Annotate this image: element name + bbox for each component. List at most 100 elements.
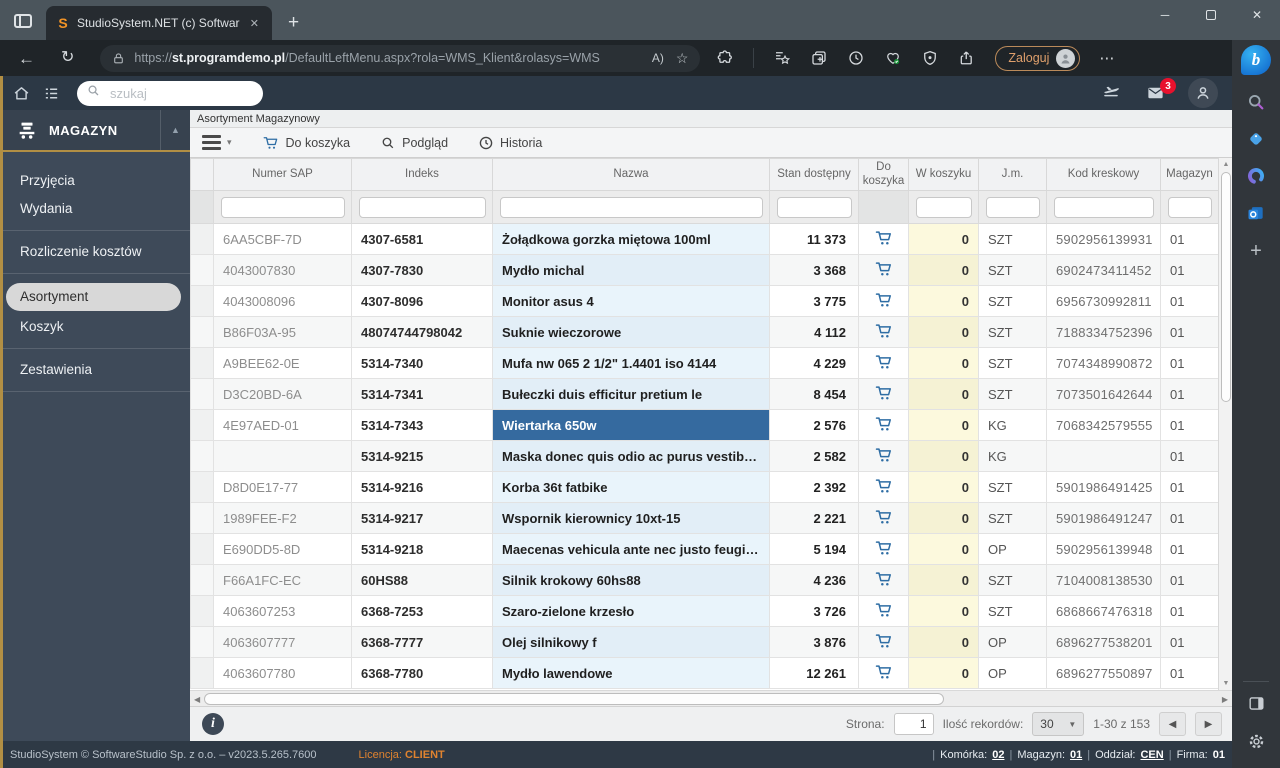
row-cart-icon[interactable] [874,259,894,279]
column-header-jm[interactable]: J.m. [979,159,1047,191]
sidebar-item-rozliczenie-koszt-w[interactable]: Rozliczenie kosztów [3,238,190,266]
row-cart-icon[interactable] [874,569,894,589]
table-row[interactable]: 5314-9215Maska donec quis odio ac purus … [191,441,1219,472]
row-cart-icon[interactable] [874,352,894,372]
table-row[interactable]: 40430080964307-8096Monitor asus 43 7750S… [191,286,1219,317]
scroll-left-icon[interactable]: ◀ [194,691,200,707]
filter-numer-sap-input[interactable] [221,197,345,218]
sidebar-add-icon[interactable]: + [1250,240,1262,263]
tab-close-icon[interactable]: ✕ [246,15,263,32]
sidebar-panel-icon[interactable] [1247,694,1266,718]
column-header-magazyn[interactable]: Magazyn [1161,159,1219,191]
table-row[interactable]: 40430078304307-7830Mydło michal3 3680SZT… [191,255,1219,286]
cell-do-koszyka[interactable] [859,379,909,410]
history-icon[interactable] [847,49,865,67]
add-to-cart-button[interactable]: Do koszyka [262,134,351,152]
horizontal-scrollbar[interactable]: ◀ ▶ [190,690,1232,706]
table-row[interactable]: F66A1FC-EC60HS88Silnik krokowy 60hs884 2… [191,565,1219,596]
row-cart-icon[interactable] [874,290,894,310]
collections-icon[interactable] [810,49,828,67]
filter-nazwa-input[interactable] [500,197,763,218]
menu-outline-icon[interactable] [43,85,60,102]
sidebar-item-asortyment[interactable]: Asortyment [6,283,181,311]
cell-w-koszyku[interactable]: 0 [909,596,979,627]
cell-w-koszyku[interactable]: 0 [909,224,979,255]
cell-nazwa[interactable]: Maska donec quis odio ac purus vestibulu… [493,441,770,472]
cell-w-koszyku[interactable]: 0 [909,317,979,348]
sidebar-search-icon[interactable] [1246,92,1266,112]
cell-value-link[interactable]: 02 [992,749,1004,761]
cell-nazwa[interactable]: Mydło michal [493,255,770,286]
cell-nazwa[interactable]: Mydło lawendowe [493,658,770,689]
table-row[interactable]: 1989FEE-F25314-9217Wspornik kierownicy 1… [191,503,1219,534]
sidebar-settings-gear-icon[interactable] [1247,732,1266,756]
new-tab-button[interactable]: + [288,13,299,32]
browser-tab[interactable]: S StudioSystem.NET (c) SoftwareSt ✕ [46,6,272,40]
outlook-icon[interactable] [1246,203,1266,223]
filter-jm-input[interactable] [986,197,1040,218]
refresh-button[interactable]: ↻ [61,50,74,66]
sidebar-item-zestawienia[interactable]: Zestawienia [3,356,190,384]
records-per-page-select[interactable]: 30 ▼ [1032,712,1084,736]
filter-kod-kreskowy-input[interactable] [1054,197,1154,218]
cell-nazwa[interactable]: Szaro-zielone krzesło [493,596,770,627]
cell-do-koszyka[interactable] [859,348,909,379]
column-header-do-koszyka[interactable]: Do koszyka [859,159,909,191]
shopping-icon[interactable] [1246,129,1266,149]
messages-envelope-icon[interactable]: 3 [1145,84,1166,102]
cell-nazwa[interactable]: Żołądkowa gorzka miętowa 100ml [493,224,770,255]
collapse-caret-icon[interactable]: ▲ [160,110,190,150]
row-cart-icon[interactable] [874,414,894,434]
bing-chat-icon[interactable]: b [1241,45,1271,75]
cell-w-koszyku[interactable]: 0 [909,627,979,658]
read-aloud-icon[interactable]: A) [652,51,664,65]
row-cart-icon[interactable] [874,476,894,496]
cell-w-koszyku[interactable]: 0 [909,565,979,596]
search-input[interactable] [108,85,238,102]
table-row[interactable]: 6AA5CBF-7D4307-6581Żołądkowa gorzka mięt… [191,224,1219,255]
row-cart-icon[interactable] [874,631,894,651]
cell-w-koszyku[interactable]: 0 [909,441,979,472]
row-cart-icon[interactable] [874,321,894,341]
cell-do-koszyka[interactable] [859,317,909,348]
cell-do-koszyka[interactable] [859,472,909,503]
login-button[interactable]: Zaloguj [995,46,1080,71]
cell-w-koszyku[interactable]: 0 [909,255,979,286]
filter-indeks-input[interactable] [359,197,486,218]
cell-do-koszyka[interactable] [859,658,909,689]
sidebar-item-koszyk[interactable]: Koszyk [3,313,190,341]
cell-do-koszyka[interactable] [859,565,909,596]
address-bar[interactable]: https://st.programdemo.pl/DefaultLeftMen… [100,45,700,72]
column-header-w-koszyku[interactable]: W koszyku [909,159,979,191]
scroll-up-icon[interactable]: ▲ [1219,161,1233,168]
shipping-plane-icon[interactable] [1099,82,1123,105]
cell-nazwa[interactable]: Maecenas vehicula ante nec justo feugiat… [493,534,770,565]
page-number-input[interactable] [894,713,934,735]
vertical-scrollbar[interactable]: ▲ ▼ [1218,158,1232,690]
close-button[interactable]: ✕ [1234,0,1280,30]
filter-stan-input[interactable] [777,197,852,218]
preview-button[interactable]: Podgląd [380,135,448,151]
table-row[interactable]: 40636072536368-7253Szaro-zielone krzesło… [191,596,1219,627]
sidebar-section-magazyn[interactable]: MAGAZYN ▲ [3,110,190,152]
cell-do-koszyka[interactable] [859,410,909,441]
cell-nazwa[interactable]: Bułeczki duis efficitur pretium le [493,379,770,410]
cell-nazwa[interactable]: Wiertarka 650w [493,410,770,441]
cell-do-koszyka[interactable] [859,534,909,565]
next-page-button[interactable]: ▶ [1195,712,1222,736]
back-button[interactable]: ← [18,50,35,67]
cell-w-koszyku[interactable]: 0 [909,658,979,689]
cell-nazwa[interactable]: Monitor asus 4 [493,286,770,317]
horizontal-scroll-thumb[interactable] [204,693,944,705]
column-header-numer-sap[interactable]: Numer SAP [214,159,352,191]
column-header-nazwa[interactable]: Nazwa [493,159,770,191]
warehouse-value-link[interactable]: 01 [1070,749,1082,761]
table-row[interactable]: 40636077806368-7780Mydło lawendowe12 261… [191,658,1219,689]
cell-do-koszyka[interactable] [859,255,909,286]
filter-magazyn-input[interactable] [1168,197,1212,218]
cell-do-koszyka[interactable] [859,503,909,534]
sidebar-item-przyj-cia[interactable]: Przyjęcia [3,167,190,195]
table-row[interactable]: A9BEE62-0E5314-7340Mufa nw 065 2 1/2" 1.… [191,348,1219,379]
row-cart-icon[interactable] [874,507,894,527]
cell-do-koszyka[interactable] [859,224,909,255]
